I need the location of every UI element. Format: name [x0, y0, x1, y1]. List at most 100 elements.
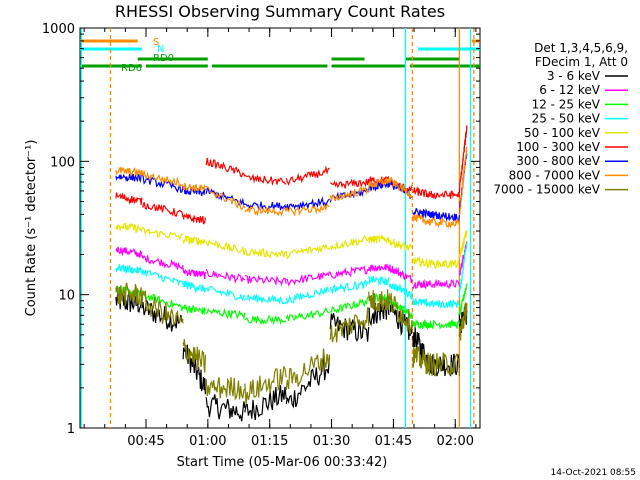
- series-line-8: [329, 307, 370, 343]
- series-line-8: [205, 376, 246, 401]
- series-line-0: [244, 385, 287, 420]
- series-line-4: [115, 222, 143, 234]
- series-line-4: [388, 239, 413, 251]
- series-line-4: [429, 259, 460, 269]
- series-line-3: [285, 286, 330, 305]
- series-line-4: [244, 247, 287, 259]
- series-line-7: [244, 205, 287, 217]
- y-axis-ticks: 1 10 100 1000: [42, 22, 480, 437]
- series-line-1: [182, 267, 206, 279]
- y-tick-label: 100: [50, 155, 75, 170]
- series-line-0: [329, 313, 370, 342]
- series-line-0: [205, 394, 246, 422]
- legend: Det 1,3,4,5,6,9, FDecim 1, Att 0 3 - 6 k…: [493, 41, 628, 197]
- series-line-4: [182, 235, 206, 246]
- series-line-2: [182, 304, 206, 316]
- series-line-1: [141, 254, 184, 270]
- series-line-3: [329, 279, 369, 295]
- series-line-2: [205, 307, 246, 320]
- series-line-8: [285, 348, 331, 391]
- flag-label-rd6: RD6: [121, 63, 142, 74]
- x-tick-label: 01:00: [189, 434, 226, 449]
- series-line-6: [182, 185, 206, 197]
- series-line-2: [141, 290, 184, 311]
- series-line-7: [285, 203, 330, 217]
- series-line-4: [141, 226, 184, 241]
- series-line-6: [285, 196, 330, 211]
- series-line-7: [368, 177, 390, 189]
- flag-label-n: N: [157, 44, 164, 55]
- series-line-2: [458, 283, 468, 316]
- series-line-5: [182, 212, 206, 225]
- series-line-4: [412, 255, 432, 269]
- y-tick-label: 1000: [42, 22, 75, 37]
- legend-entry-label: 300 - 800 keV: [516, 154, 600, 168]
- legend-entry-label: 50 - 100 keV: [524, 126, 601, 140]
- series-line-4: [368, 235, 390, 245]
- series-line-3: [368, 275, 390, 287]
- series-line-1: [286, 271, 331, 287]
- x-tick-label: 00:45: [127, 434, 164, 449]
- series-line-3: [388, 283, 413, 301]
- legend-header-line-2: FDecim 1, Att 0: [535, 55, 628, 69]
- series-line-5: [141, 201, 184, 218]
- legend-entry-label: 6 - 12 keV: [539, 83, 601, 97]
- series-line-6: [412, 207, 432, 219]
- series-line-3: [244, 293, 287, 305]
- series-line-5: [329, 178, 370, 189]
- legend-entry-label: 25 - 50 keV: [532, 112, 601, 126]
- series-line-8: [368, 289, 390, 313]
- series-line-1: [329, 265, 369, 279]
- series-line-1: [205, 268, 245, 284]
- legend-header-line-1: Det 1,3,4,5,6,9,: [534, 41, 628, 55]
- series-line-3: [458, 242, 468, 298]
- series-line-6: [429, 211, 460, 223]
- series-line-3: [141, 269, 184, 287]
- series-line-7: [182, 182, 206, 193]
- series-line-4: [458, 230, 468, 257]
- series-line-4: [205, 238, 246, 256]
- legend-entry-label: 7000 - 15000 keV: [493, 183, 600, 197]
- series-line-5: [458, 125, 468, 193]
- series-line-1: [388, 264, 413, 284]
- x-axis-label: Start Time (05-Mar-06 00:33:42): [177, 455, 388, 470]
- legend-entry-label: 3 - 6 keV: [547, 69, 601, 83]
- series-line-1: [115, 246, 143, 258]
- x-tick-label: 01:30: [313, 434, 350, 449]
- series-layer: [115, 125, 468, 422]
- series-line-2: [285, 306, 330, 322]
- series-line-8: [182, 339, 206, 373]
- series-line-1: [368, 263, 390, 273]
- series-line-2: [330, 296, 369, 314]
- legend-entry-label: 800 - 7000 keV: [509, 168, 601, 182]
- series-line-3: [205, 285, 246, 302]
- series-line-8: [388, 292, 413, 335]
- series-line-6: [115, 173, 143, 183]
- series-line-1: [244, 274, 287, 287]
- series-line-5: [412, 185, 432, 199]
- series-line-3: [115, 264, 143, 275]
- y-tick-label: 1: [67, 422, 75, 437]
- series-line-7: [458, 146, 468, 215]
- series-line-3: [182, 280, 206, 293]
- x-tick-label: 01:15: [251, 434, 288, 449]
- series-line-3: [412, 297, 432, 308]
- x-tick-label: 01:45: [375, 434, 412, 449]
- series-line-7: [412, 213, 432, 226]
- y-tick-label: 10: [58, 289, 75, 304]
- series-line-4: [329, 235, 370, 251]
- series-line-0: [429, 353, 460, 377]
- series-line-7: [329, 186, 370, 202]
- series-line-2: [429, 318, 460, 330]
- x-axis-ticks: 00:45 01:00 01:15 01:30 01:45 02:00: [83, 28, 477, 449]
- plot-frame: [79, 27, 481, 429]
- series-line-4: [285, 243, 330, 260]
- footer-timestamp: 14-Oct-2021 08:55: [551, 468, 636, 478]
- chart-title: RHESSI Observing Summary Count Rates: [115, 2, 445, 21]
- series-line-8: [244, 366, 287, 405]
- y-axis-label: Count Rate (s⁻¹ detector⁻¹): [24, 140, 39, 317]
